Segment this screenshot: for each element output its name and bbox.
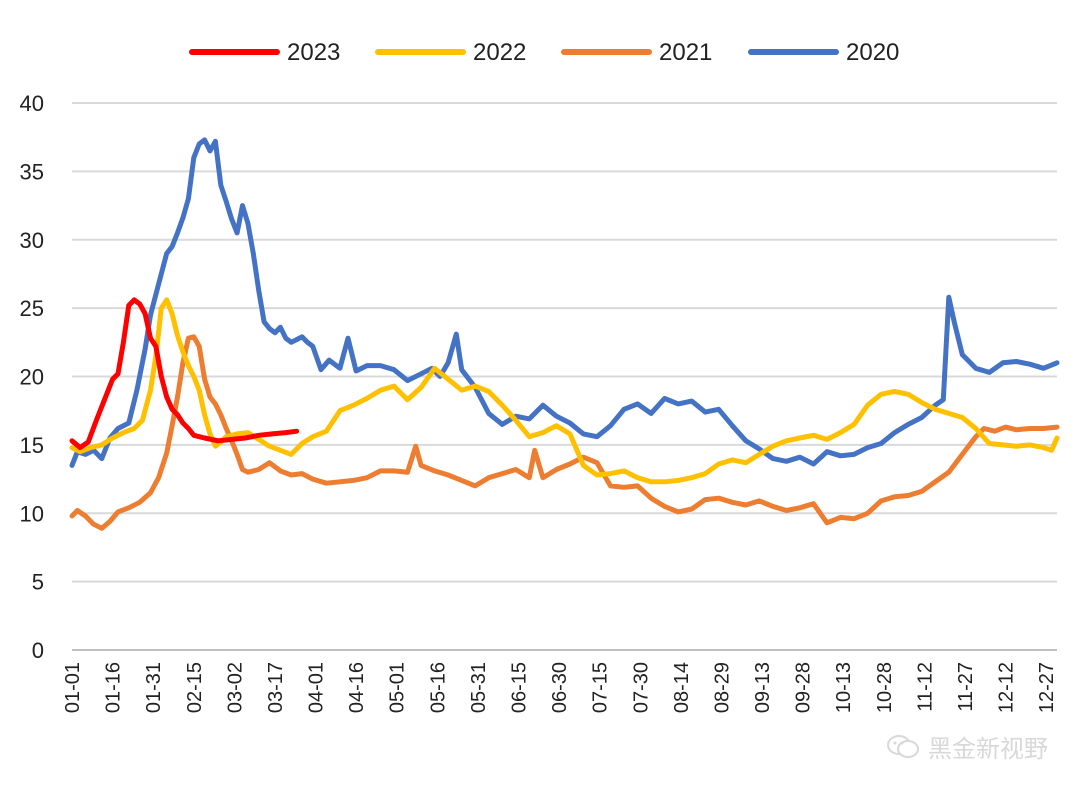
x-tick-label: 10-13	[833, 662, 855, 713]
x-tick-label: 01-01	[62, 662, 84, 713]
y-tick-label: 10	[20, 501, 44, 526]
legend-label: 2021	[659, 39, 712, 66]
x-tick-label: 04-01	[306, 662, 328, 713]
wechat-icon	[886, 734, 920, 760]
legend: 2023 2022 2021 2020	[189, 39, 899, 66]
y-tick-label: 40	[20, 91, 44, 116]
x-tick-label: 01-16	[103, 662, 125, 713]
x-tick-label: 02-15	[184, 662, 206, 713]
series-line-2022	[69, 297, 1060, 485]
series-line-2021	[69, 334, 1060, 531]
x-tick-label: 11-12	[914, 662, 936, 712]
x-tick-label: 06-30	[549, 662, 571, 713]
x-tick-label: 07-15	[590, 662, 612, 713]
legend-label: 2020	[846, 39, 899, 66]
y-tick-label: 35	[20, 159, 44, 184]
watermark: 黑金新视野	[886, 729, 1048, 764]
y-tick-label: 25	[20, 296, 44, 321]
x-tick-label: 06-15	[508, 662, 530, 713]
legend-item-2023: 2023	[189, 39, 340, 66]
series-lines	[69, 137, 1060, 531]
x-tick-label: 03-17	[265, 662, 287, 713]
y-tick-label: 0	[32, 638, 44, 663]
x-tick-label: 10-28	[874, 662, 896, 713]
legend-item-2022: 2022	[375, 39, 526, 66]
x-tick-label: 11-27	[955, 662, 977, 712]
legend-item-2021: 2021	[561, 39, 712, 66]
x-tick-label: 08-29	[711, 662, 733, 713]
legend-label: 2022	[473, 39, 526, 66]
y-tick-label: 30	[20, 228, 44, 253]
x-tick-label: 08-14	[671, 662, 693, 713]
x-tick-label: 09-13	[752, 662, 774, 713]
legend-label: 2023	[287, 39, 340, 66]
series-line-2023	[69, 297, 300, 451]
y-axis: 0 5 10 15 20 25 30 35 40	[20, 91, 44, 663]
y-tick-label: 5	[32, 570, 44, 595]
x-tick-label: 03-02	[224, 662, 246, 713]
x-tick-label: 05-31	[468, 662, 490, 713]
x-axis: 01-01 01-16 01-31 02-15 03-02 03-17 04-01 04-16…	[62, 662, 1058, 713]
x-tick-label: 07-30	[630, 662, 652, 713]
x-tick-label: 09-28	[793, 662, 815, 713]
legend-item-2020: 2020	[748, 39, 899, 66]
y-tick-label: 20	[20, 365, 44, 390]
series-line-2020	[69, 137, 1060, 468]
y-tick-label: 15	[20, 433, 44, 458]
x-tick-label: 05-01	[387, 662, 409, 713]
watermark-text: 黑金新视野	[928, 735, 1048, 763]
x-tick-label: 05-16	[427, 662, 449, 713]
gridlines	[72, 102, 1057, 651]
x-tick-label: 12-27	[1036, 662, 1058, 713]
x-tick-label: 01-31	[143, 662, 165, 713]
x-tick-label: 04-16	[346, 662, 368, 713]
x-tick-label: 12-12	[996, 662, 1018, 713]
